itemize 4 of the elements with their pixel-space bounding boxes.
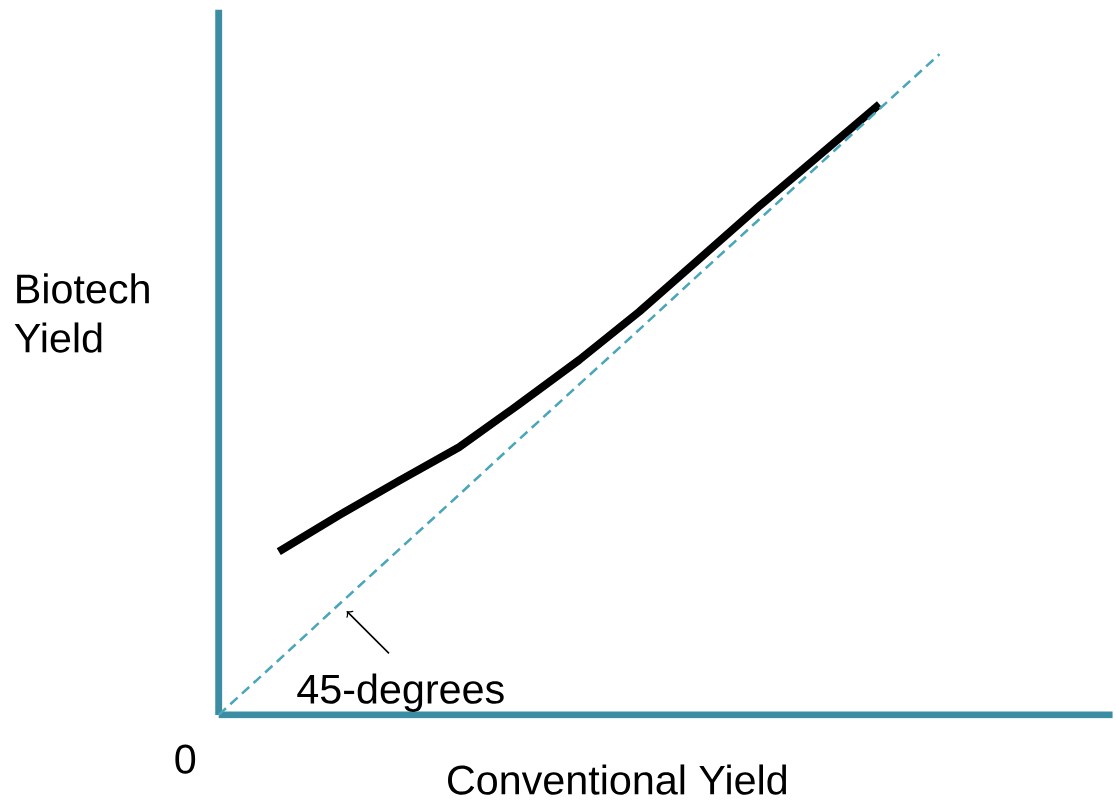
y-axis-title: Biotech Yield (14, 273, 149, 353)
text: 0 (175, 744, 196, 774)
annotation: 45-degrees (297, 673, 504, 713)
x-axis-title: Conventional Yield (448, 764, 787, 795)
